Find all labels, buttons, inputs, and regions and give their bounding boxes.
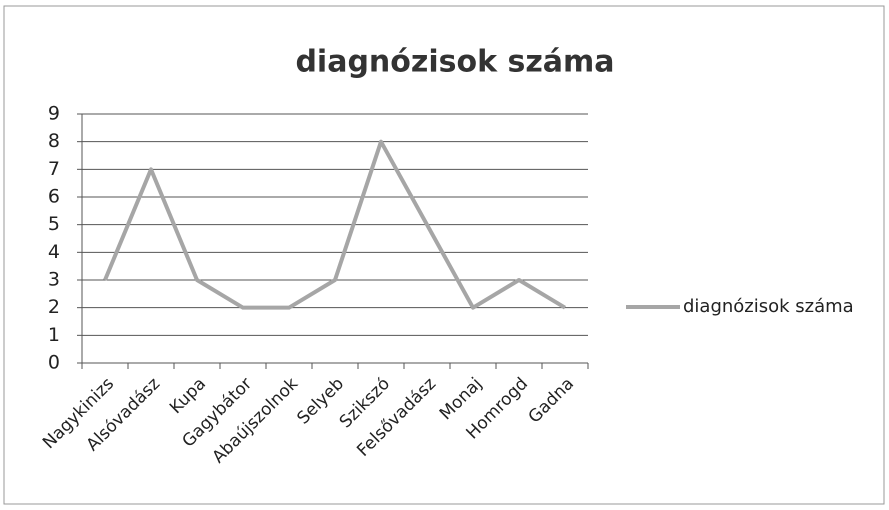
y-tick-label: 2	[48, 296, 60, 318]
y-tick-label: 6	[48, 186, 60, 208]
y-tick-label: 4	[48, 241, 60, 263]
series-line	[103, 139, 567, 310]
y-tick-label: 5	[48, 213, 60, 235]
legend-label: diagnózisok száma	[683, 296, 854, 317]
chart-title: diagnózisok száma	[295, 45, 614, 80]
y-tick-label: 3	[48, 269, 60, 291]
y-tick-label: 1	[48, 324, 60, 346]
y-tick-label: 8	[48, 130, 60, 152]
y-tick-label: 9	[48, 103, 60, 125]
y-tick-label: 0	[48, 352, 60, 374]
y-tick-label: 7	[48, 158, 60, 180]
